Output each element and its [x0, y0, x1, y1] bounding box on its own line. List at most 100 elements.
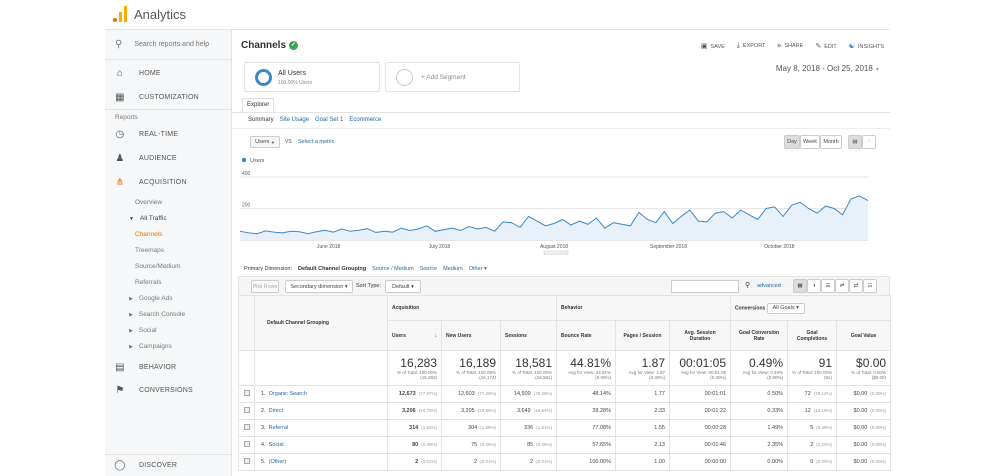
cell: 00:01:22: [668, 402, 732, 420]
line-chart-icon[interactable]: ▤: [848, 135, 862, 149]
chart-type-toggle: ▤ ∴: [848, 135, 876, 149]
tab-explorer[interactable]: Explorer: [242, 98, 274, 112]
comparison-icon[interactable]: ⇌: [835, 279, 849, 293]
channel-link[interactable]: (Other): [268, 459, 287, 465]
date-range-picker[interactable]: May 8, 2018 - Oct 25, 2018 ▼: [775, 64, 880, 73]
conversions-group-header: Conversions All Goals ▾: [730, 295, 892, 321]
row-checkbox[interactable]: [238, 419, 255, 437]
column-header[interactable]: Sessions: [500, 320, 557, 351]
row-checkbox[interactable]: [238, 402, 255, 420]
channel-link[interactable]: Direct: [268, 408, 284, 414]
table-search-input[interactable]: [671, 280, 739, 293]
nav-realtime[interactable]: ◷ REAL-TIME: [115, 128, 179, 140]
sort-type-select[interactable]: Default ▾: [385, 280, 421, 293]
pivot-icon[interactable]: ☷: [863, 279, 877, 293]
select-metric-link[interactable]: Select a metric: [298, 139, 335, 145]
secondary-dimension-select[interactable]: Secondary dimension ▾: [285, 280, 353, 293]
column-header[interactable]: Avg. Session Duration: [668, 320, 732, 351]
nav-behavior[interactable]: ▤ BEHAVIOR: [115, 361, 177, 373]
column-header[interactable]: New Users: [441, 320, 501, 351]
search-reports[interactable]: ⚲ Search reports and help: [105, 30, 232, 60]
caret-down-icon: ▼: [270, 139, 275, 145]
divider: [232, 112, 890, 113]
row-checkbox[interactable]: [238, 436, 255, 454]
x-tick-label: July 2018: [429, 244, 451, 250]
bar-chart-icon[interactable]: ☰: [821, 279, 835, 293]
dimension-medium[interactable]: Medium: [443, 266, 463, 272]
cell: 304 (1.88%): [441, 419, 501, 437]
pencil-icon: ✎: [815, 43, 822, 50]
cell: 77.08%: [556, 419, 616, 437]
channel-link[interactable]: Referral: [268, 425, 289, 431]
goals-select[interactable]: All Goals ▾: [766, 302, 805, 314]
subtab-site-usage[interactable]: Site Usage: [279, 117, 310, 123]
nav-channels[interactable]: Channels: [135, 231, 163, 238]
share-button[interactable]: ⪢ SHARE: [777, 42, 804, 49]
nav-home[interactable]: ⌂ HOME: [116, 67, 161, 79]
advanced-link[interactable]: advanced: [757, 283, 781, 289]
insights-icon: ☯: [848, 43, 856, 50]
cell: 0.50%: [730, 385, 789, 403]
column-header[interactable]: Goal Value: [836, 320, 892, 351]
edit-button[interactable]: ✎ EDIT: [815, 43, 837, 50]
subtab-goal-set[interactable]: Goal Set 1: [315, 117, 344, 123]
cell: 2.13: [615, 436, 670, 454]
cell: 2 (0.01%): [387, 453, 442, 471]
analytics-logo: [113, 6, 127, 22]
search-icon[interactable]: ⚲: [745, 282, 751, 289]
row-checkbox[interactable]: [238, 385, 255, 403]
channel-link[interactable]: Organic Search: [268, 391, 307, 397]
data-table-icon[interactable]: ▦: [793, 279, 807, 293]
channels-table: Default Channel Grouping Acquisition Beh…: [238, 295, 892, 471]
nav-campaigns[interactable]: ▶ Campaigns: [129, 343, 172, 350]
nav-source-medium[interactable]: Source/Medium: [135, 263, 181, 270]
nav-acquisition[interactable]: ⋔ ACQUISITION: [115, 176, 187, 188]
dimension-source-medium[interactable]: Source / Medium: [372, 266, 414, 272]
nav-customization[interactable]: ▦ CUSTOMIZATION: [105, 86, 232, 110]
nav-google-ads[interactable]: ▶ Google Ads: [129, 295, 173, 302]
subtab-ecommerce[interactable]: Ecommerce: [349, 117, 382, 123]
day-button[interactable]: Day: [784, 135, 800, 149]
row-checkbox[interactable]: [238, 453, 255, 471]
term-cloud-icon[interactable]: ⇄: [849, 279, 863, 293]
nav-conversions[interactable]: ⚑ CONVERSIONS: [115, 384, 193, 396]
channel-link[interactable]: Social: [268, 442, 284, 448]
motion-chart-icon[interactable]: ∴: [862, 135, 876, 149]
nav-discover[interactable]: ◯ DISCOVER: [105, 454, 232, 476]
week-button[interactable]: Week: [800, 135, 820, 149]
dimension-other[interactable]: Other ▾: [468, 266, 487, 272]
nav-audience[interactable]: ♟ AUDIENCE: [115, 152, 177, 164]
insights-button[interactable]: ☯ INSIGHTS: [848, 43, 884, 50]
caret-right-icon: ▶: [129, 328, 133, 334]
nav-all-traffic[interactable]: ▼ All Traffic: [129, 215, 167, 222]
total-cell: 44.81% Avg for View: 44.81% (0.00%): [556, 350, 616, 386]
behavior-group-header: Behavior: [555, 295, 732, 321]
dimension-source[interactable]: Source: [419, 266, 438, 272]
column-header[interactable]: Bounce Rate: [556, 320, 616, 351]
nav-search-console[interactable]: ▶ Search Console: [129, 311, 186, 318]
save-button[interactable]: ▣ SAVE: [700, 43, 725, 50]
dimension-default-channel[interactable]: Default Channel Grouping: [297, 266, 367, 272]
column-header[interactable]: Users ↓: [387, 320, 442, 351]
nav-treemaps[interactable]: Treemaps: [135, 247, 165, 254]
cell: $0.00 (0.00%): [836, 402, 892, 420]
users-chart: Users 400 200 June 2018 July 2018 August 2018…: [240, 157, 869, 255]
nav-social[interactable]: ▶ Social: [129, 327, 157, 334]
metric-select[interactable]: Users ▼: [250, 136, 280, 148]
pie-chart-icon[interactable]: ◑: [807, 279, 821, 293]
table-row: 2. Direct 3,206 (19.70%) 3,205 (19.80%) 3,649…: [238, 402, 892, 420]
nav-referrals[interactable]: Referrals: [135, 279, 162, 286]
segment-all-users[interactable]: All Users 100.00% Users: [244, 62, 380, 92]
month-button[interactable]: Month: [820, 135, 842, 149]
subtab-summary[interactable]: Summary: [248, 117, 274, 123]
plot-rows-button[interactable]: Plot Rows: [251, 280, 279, 293]
export-button[interactable]: ⤓ EXPORT: [736, 42, 766, 49]
select-all-checkbox[interactable]: [238, 295, 255, 351]
add-segment-button[interactable]: + Add Segment: [385, 62, 520, 92]
cell: 3,206 (19.70%): [387, 402, 442, 420]
total-cell: 91% of Total: 100.00% (91): [787, 350, 838, 386]
nav-overview[interactable]: Overview: [135, 199, 163, 206]
column-header[interactable]: Goal Completions: [787, 320, 838, 351]
column-header[interactable]: Goal Conversion Rate: [730, 320, 789, 351]
column-header[interactable]: Pages / Session: [615, 320, 670, 351]
